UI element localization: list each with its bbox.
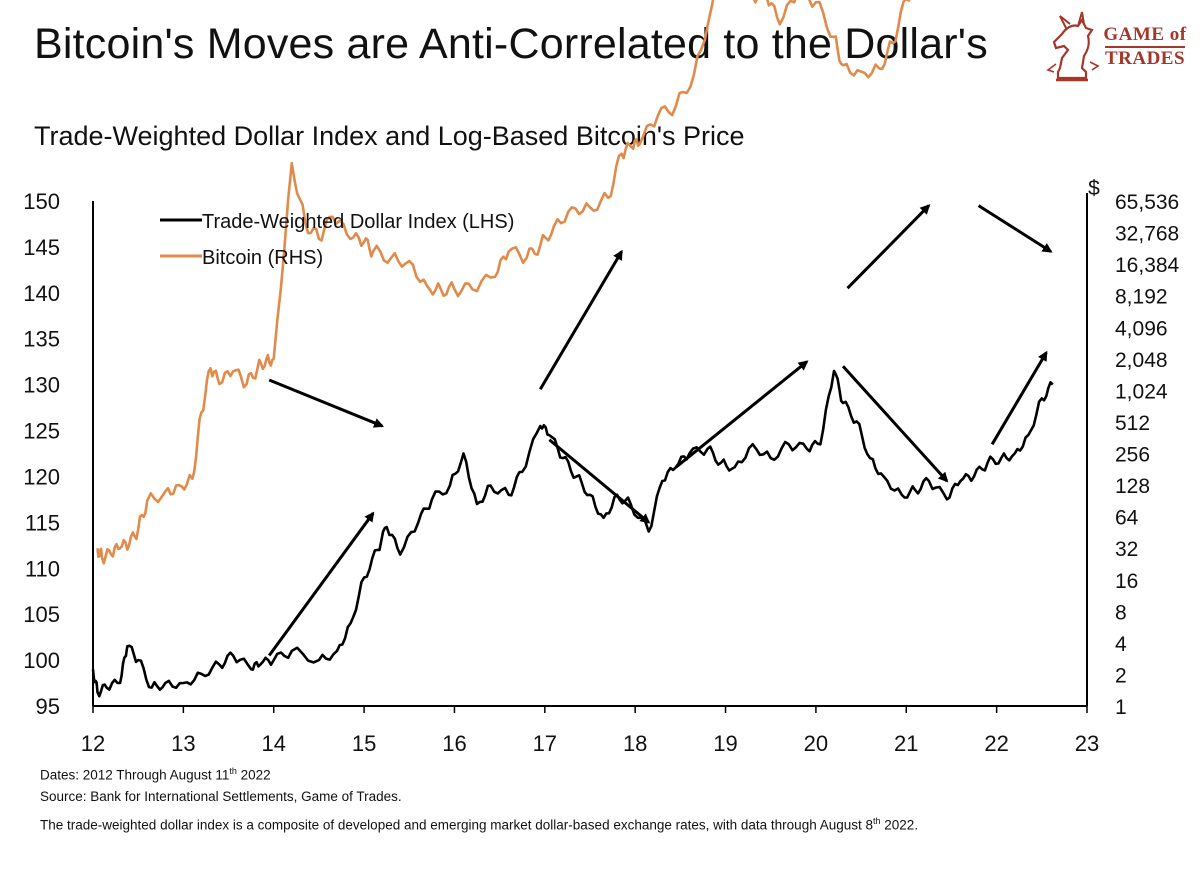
annotation-arrow xyxy=(841,365,949,483)
x-tick-label: 21 xyxy=(894,731,918,756)
x-tick-label: 19 xyxy=(713,731,737,756)
y-left-tick-label: 135 xyxy=(23,327,60,352)
y-left-tick-label: 145 xyxy=(23,235,60,260)
y-right-tick-label: 1,024 xyxy=(1115,380,1168,403)
logo-line-game: GAME of xyxy=(1103,24,1187,45)
y-right-tick-label: 16,384 xyxy=(1115,254,1180,277)
y-left-tick-label: 125 xyxy=(23,419,60,444)
x-tick-label: 16 xyxy=(442,731,466,756)
y-left-tick-label: 150 xyxy=(23,189,60,214)
footer-source: Source: Bank for International Settlemen… xyxy=(40,789,402,804)
knight-icon xyxy=(1046,11,1100,82)
y-right-tick-label: 32 xyxy=(1115,538,1138,561)
x-tick-label: 22 xyxy=(984,731,1008,756)
bitcoin-line xyxy=(96,0,911,565)
logo-line-trades: TRADES xyxy=(1104,46,1186,69)
legend-label: Trade-Weighted Dollar Index (LHS) xyxy=(202,211,514,233)
game-of-trades-logo[interactable]: GAME of TRADES xyxy=(1042,6,1192,84)
footer-note: The trade-weighted dollar index is a com… xyxy=(40,810,1160,837)
footer-dates-text: Dates: 2012 Through August 11 xyxy=(40,767,230,783)
y-left-tick-label: 115 xyxy=(25,510,60,535)
y-right-tick-label: 8,192 xyxy=(1115,286,1168,309)
y-left-tick-label: 120 xyxy=(23,464,60,489)
x-tick-label: 18 xyxy=(623,731,647,756)
y-right-tick-label: 4,096 xyxy=(1115,317,1168,340)
annotation-arrow xyxy=(267,511,375,657)
y-right-tick-label: 16 xyxy=(1115,570,1138,593)
x-tick-label: 17 xyxy=(533,731,557,756)
footer-dates-tail: 2022 xyxy=(236,767,271,783)
x-tick-label: 14 xyxy=(261,731,285,756)
y-right-unit-label: $ xyxy=(1088,177,1100,200)
y-right-tick-label: 2,048 xyxy=(1115,349,1168,372)
y-left-tick-label: 110 xyxy=(25,556,60,581)
footer-note-tail: 2022. xyxy=(880,817,919,833)
footer-note-sup: th xyxy=(873,816,881,826)
y-right-tick-label: 256 xyxy=(1115,444,1150,467)
y-right-tick-label: 1 xyxy=(1115,696,1127,719)
y-right-tick-label: 65,536 xyxy=(1115,191,1179,214)
x-tick-label: 23 xyxy=(1075,731,1099,756)
y-right-tick-label: 2 xyxy=(1115,664,1127,687)
footer-dates-sup: th xyxy=(229,766,237,776)
annotation-arrow xyxy=(539,249,623,390)
y-left-tick-label: 130 xyxy=(23,373,60,398)
y-right-tick-label: 512 xyxy=(1115,412,1150,435)
legend-label: Bitcoin (RHS) xyxy=(202,247,323,269)
y-left-tick-label: 95 xyxy=(36,694,60,719)
x-tick-label: 12 xyxy=(81,731,105,756)
annotation-arrow xyxy=(846,204,931,290)
annotation-arrow xyxy=(674,360,809,469)
y-right-tick-label: 32,768 xyxy=(1115,223,1179,246)
annotation-arrow xyxy=(548,438,651,524)
dollar-index-line xyxy=(91,369,1054,698)
x-tick-label: 15 xyxy=(352,731,376,756)
y-right-tick-label: 8 xyxy=(1115,601,1127,624)
page-title: Bitcoin's Moves are Anti-Correlated to t… xyxy=(34,20,988,68)
y-left-tick-label: 105 xyxy=(23,602,60,627)
x-tick-label: 20 xyxy=(804,731,828,756)
y-right-tick-label: 64 xyxy=(1115,507,1139,530)
footer-dates: Dates: 2012 Through August 11th 2022 xyxy=(40,760,1160,787)
annotation-arrow xyxy=(977,204,1053,253)
y-left-tick-label: 140 xyxy=(23,281,60,306)
y-right-tick-label: 128 xyxy=(1115,475,1150,498)
annotation-arrow xyxy=(268,378,385,428)
annotation-arrow xyxy=(990,350,1048,446)
x-tick-label: 13 xyxy=(171,731,195,756)
footer-note-text: The trade-weighted dollar index is a com… xyxy=(40,817,874,833)
y-left-tick-label: 100 xyxy=(23,648,60,673)
y-right-tick-label: 4 xyxy=(1115,633,1127,656)
